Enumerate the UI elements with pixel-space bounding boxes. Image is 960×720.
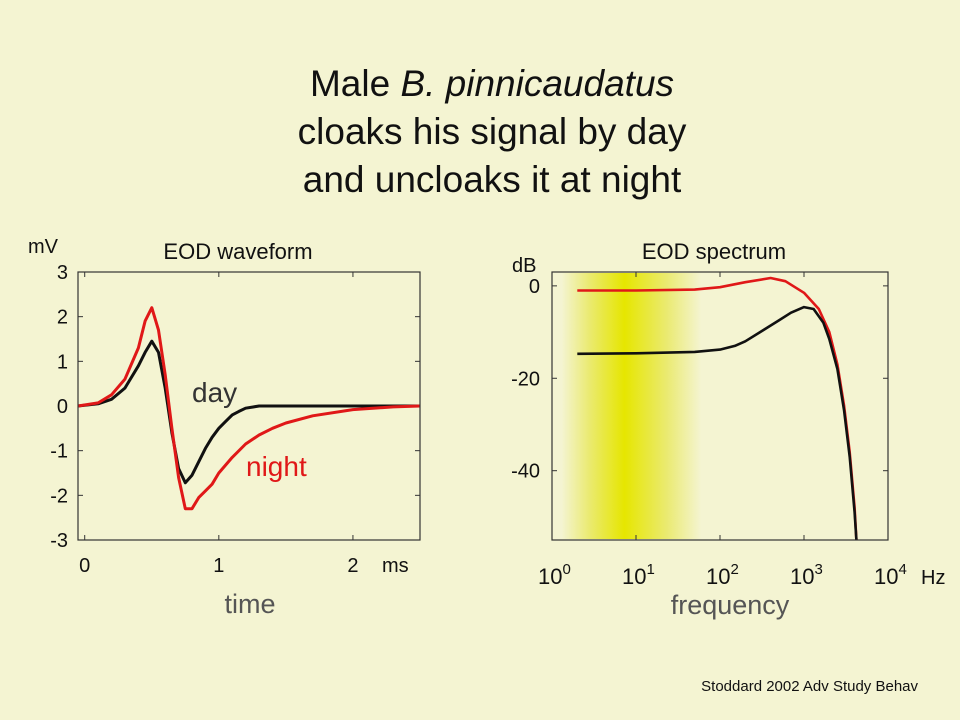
x-axis-label: frequency <box>671 590 790 620</box>
series-label-night: night <box>246 451 307 482</box>
series-label-day: day <box>192 377 237 408</box>
title-line-1: Male B. pinnicaudatus <box>309 63 675 104</box>
x-axis-label: time <box>224 589 275 619</box>
x-tick-exponent: 0 <box>562 561 570 578</box>
x-tick-label: 1 <box>213 555 224 577</box>
series-night-line <box>77 306 421 511</box>
x-tick-base: 10 <box>622 564 646 589</box>
series-day-line <box>577 305 858 541</box>
y-tick-label: -1 <box>50 441 68 463</box>
x-tick-base: 10 <box>706 564 730 589</box>
y-tick-label: 1 <box>57 351 68 373</box>
x-unit-label: Hz <box>921 567 945 589</box>
y-tick-label: -40 <box>511 461 540 483</box>
waveform-chart: 3 2 1 0 -1 -2 -3 0 1 2 EOD waveform mV ms time day nigh… <box>28 236 421 619</box>
plot-frame <box>77 271 421 541</box>
y-tick-label: -2 <box>50 485 68 507</box>
slide-title: Male B. pinnicaudatus cloaks his signal … <box>0 60 960 204</box>
x-tick-label: 102 <box>706 561 739 589</box>
highlight-band <box>561 273 702 539</box>
x-tick-label: 104 <box>874 561 907 589</box>
x-tick-exponent: 2 <box>730 561 738 578</box>
y-tick-label: 2 <box>57 307 68 329</box>
x-tick-exponent: 3 <box>814 561 822 578</box>
x-tick-label: 101 <box>622 561 655 589</box>
y-tick-label: -3 <box>50 530 68 552</box>
x-tick-exponent: 1 <box>646 561 654 578</box>
chart-title: EOD spectrum <box>642 239 786 264</box>
title-line-2: cloaks his signal by day <box>297 111 687 152</box>
x-unit-label: ms <box>382 555 409 577</box>
plot-frame <box>551 271 889 541</box>
chart-title: EOD waveform <box>163 239 312 264</box>
x-tick-base: 10 <box>538 564 562 589</box>
x-tick-label: 0 <box>79 555 90 577</box>
x-tick-label: 103 <box>790 561 823 589</box>
series-day-line <box>77 339 420 485</box>
y-tick-label: 0 <box>57 396 68 418</box>
y-tick-label: 0 <box>529 276 540 298</box>
y-tick-label: 3 <box>57 262 68 284</box>
y-axis-label: mV <box>28 236 59 258</box>
citation: Stoddard 2002 Adv Study Behav <box>701 678 918 695</box>
x-tick-base: 10 <box>874 564 898 589</box>
x-tick-label: 100 <box>538 561 571 589</box>
x-tick-label: 2 <box>347 555 358 577</box>
species-name: B. pinnicaudatus <box>400 63 675 104</box>
x-tick-base: 10 <box>790 564 814 589</box>
y-tick-label: -20 <box>511 368 540 390</box>
x-tick-exponent: 4 <box>898 561 906 578</box>
y-axis-label: dB <box>512 255 536 277</box>
title-line-3: and uncloaks it at night <box>302 159 682 200</box>
